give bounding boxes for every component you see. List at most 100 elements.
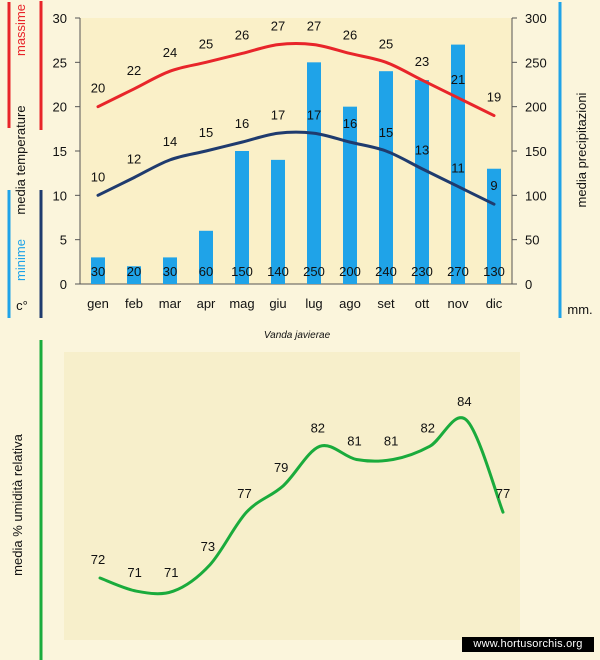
humidity-data-label: 71 xyxy=(127,565,141,580)
minime-data-label: 16 xyxy=(235,116,249,131)
massime-data-label: 25 xyxy=(379,36,393,51)
minime-data-label: 15 xyxy=(379,125,393,140)
humidity-data-label: 77 xyxy=(496,486,510,501)
humidity-data-label: 77 xyxy=(237,486,251,501)
right-tick-label: 200 xyxy=(525,100,547,115)
minime-data-label: 16 xyxy=(343,116,357,131)
minime-data-label: 11 xyxy=(451,160,465,175)
precip-bar xyxy=(487,168,501,284)
minime-axis-label: minime xyxy=(13,239,28,281)
massime-line xyxy=(96,41,496,118)
humidity-axis-label: media % umidità relativa xyxy=(10,433,25,575)
x-tick-label: mar xyxy=(159,296,182,311)
massime-data-label: 22 xyxy=(127,63,141,78)
humidity-data-label: 84 xyxy=(457,394,471,409)
precip-data-label: 20 xyxy=(127,264,141,279)
humidity-line xyxy=(98,416,505,596)
precip-bar xyxy=(199,230,213,284)
plot-area-1 xyxy=(80,18,512,284)
left-tick-label: 5 xyxy=(60,233,67,248)
precip-bar xyxy=(271,159,285,284)
minime-data-label: 12 xyxy=(127,152,141,167)
minime-data-label: 10 xyxy=(91,169,105,184)
humidity-data-label: 82 xyxy=(420,420,434,435)
x-tick-label: giu xyxy=(269,296,286,311)
precip-bar xyxy=(379,71,393,284)
x-tick-label: feb xyxy=(125,296,143,311)
x-tick-label: apr xyxy=(197,296,216,311)
left-tick-label: 10 xyxy=(53,188,67,203)
precip-axis-label: media precipitazioni xyxy=(574,92,589,207)
precip-data-label: 230 xyxy=(411,264,433,279)
precip-data-label: 150 xyxy=(231,264,253,279)
right-tick-label: 300 xyxy=(525,11,547,26)
minime-data-label: 14 xyxy=(163,134,177,149)
x-tick-label: nov xyxy=(448,296,469,311)
precip-bar xyxy=(127,266,141,284)
precip-data-label: 240 xyxy=(375,264,397,279)
precip-bar xyxy=(235,151,249,284)
left-tick-label: 30 xyxy=(53,11,67,26)
plot-area-2 xyxy=(64,352,520,640)
x-tick-label: ago xyxy=(339,296,361,311)
massime-data-label: 19 xyxy=(487,90,501,105)
precip-bar xyxy=(415,80,429,284)
massime-data-label: 24 xyxy=(163,45,177,60)
precip-bar xyxy=(307,62,321,285)
massime-data-label: 26 xyxy=(235,27,249,42)
precip-bar xyxy=(343,106,357,285)
temperature-unit-label: c° xyxy=(16,298,28,313)
minime-data-label: 17 xyxy=(271,107,285,122)
precip-data-label: 250 xyxy=(303,264,325,279)
left-tick-label: 0 xyxy=(60,277,67,292)
x-tick-label: mag xyxy=(229,296,254,311)
right-tick-label: 250 xyxy=(525,55,547,70)
precip-data-label: 140 xyxy=(267,264,289,279)
x-tick-label: dic xyxy=(486,296,503,311)
x-tick-label: gen xyxy=(87,296,109,311)
right-tick-label: 0 xyxy=(525,277,532,292)
massime-data-label: 27 xyxy=(271,19,285,34)
site-watermark: www.hortusorchis.org xyxy=(462,637,594,652)
right-tick-label: 100 xyxy=(525,188,547,203)
right-tick-label: 50 xyxy=(525,233,539,248)
humidity-data-label: 79 xyxy=(274,460,288,475)
precip-data-label: 30 xyxy=(163,264,177,279)
massime-data-label: 25 xyxy=(199,36,213,51)
precip-data-label: 60 xyxy=(199,264,213,279)
humidity-data-label: 81 xyxy=(347,434,361,449)
massime-data-label: 23 xyxy=(415,54,429,69)
x-tick-label: ott xyxy=(415,296,430,311)
humidity-data-label: 82 xyxy=(311,420,325,435)
x-tick-label: set xyxy=(377,296,395,311)
minime-data-label: 15 xyxy=(199,125,213,140)
precip-unit-label: mm. xyxy=(567,302,592,317)
massime-axis-label: massime xyxy=(13,4,28,56)
massime-data-label: 26 xyxy=(343,27,357,42)
minime-data-label: 9 xyxy=(490,178,497,193)
precip-data-label: 130 xyxy=(483,264,505,279)
left-tick-label: 20 xyxy=(53,100,67,115)
precip-bar xyxy=(91,257,105,284)
massime-data-label: 21 xyxy=(451,72,465,87)
precip-bar xyxy=(451,44,465,284)
massime-data-label: 20 xyxy=(91,81,105,96)
minime-data-label: 13 xyxy=(415,143,429,158)
temperature-axis-label: media temperature xyxy=(13,105,28,214)
humidity-data-label: 72 xyxy=(91,552,105,567)
precip-data-label: 30 xyxy=(91,264,105,279)
minime-data-label: 17 xyxy=(307,107,321,122)
precip-bar xyxy=(163,257,177,284)
humidity-data-label: 73 xyxy=(201,539,215,554)
minime-line xyxy=(96,130,496,206)
precip-data-label: 270 xyxy=(447,264,469,279)
left-tick-label: 15 xyxy=(53,144,67,159)
humidity-data-label: 81 xyxy=(384,434,398,449)
x-tick-label: lug xyxy=(305,296,322,311)
chart-title: Vanda javierae xyxy=(264,330,331,341)
massime-data-label: 27 xyxy=(307,19,321,34)
precip-data-label: 200 xyxy=(339,264,361,279)
right-tick-label: 150 xyxy=(525,144,547,159)
left-tick-label: 25 xyxy=(53,55,67,70)
